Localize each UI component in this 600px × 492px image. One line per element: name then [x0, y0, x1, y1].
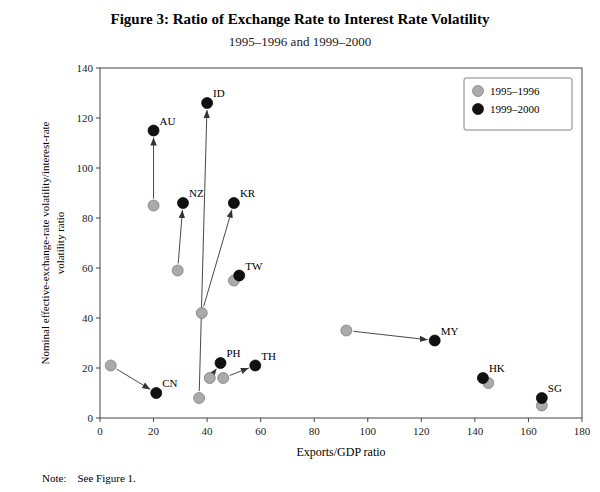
note: Note: See Figure 1. — [42, 472, 136, 484]
x-tick — [582, 418, 583, 422]
legend-box — [464, 78, 572, 130]
plot-frame — [100, 68, 582, 418]
y-tick-label: 40 — [82, 312, 94, 324]
y-axis-label-line: volatility ratio — [54, 211, 66, 274]
point — [178, 198, 189, 209]
x-tick-label: 140 — [467, 425, 484, 437]
point-label: TH — [261, 350, 276, 362]
x-tick-label: 60 — [255, 425, 267, 437]
y-tick-label: 120 — [77, 112, 94, 124]
y-tick-label: 60 — [82, 262, 94, 274]
point — [536, 393, 547, 404]
point — [202, 98, 213, 109]
y-tick — [96, 318, 100, 319]
x-tick-label: 180 — [574, 425, 591, 437]
point-label: MY — [441, 325, 459, 337]
title: Figure 3: Ratio of Exchange Rate to Inte… — [111, 11, 490, 27]
point — [429, 335, 440, 346]
point-label: PH — [227, 347, 241, 359]
x-tick — [153, 418, 154, 422]
point-label: HK — [489, 362, 505, 374]
legend-swatch — [473, 86, 484, 97]
point — [148, 125, 159, 136]
y-tick — [96, 168, 100, 169]
point-label: SG — [548, 382, 562, 394]
y-tick-label: 140 — [77, 62, 94, 74]
x-tick — [474, 418, 475, 422]
point — [341, 325, 352, 336]
point — [234, 270, 245, 281]
y-axis-label-line: Nominal effective-exchange-rate volatili… — [39, 121, 51, 364]
x-tick — [260, 418, 261, 422]
point — [172, 265, 183, 276]
x-tick-label: 120 — [413, 425, 430, 437]
x-tick — [528, 418, 529, 422]
subtitle: 1995–1996 and 1999–2000 — [229, 34, 371, 49]
x-tick-label: 100 — [360, 425, 377, 437]
point — [105, 360, 116, 371]
point — [194, 393, 205, 404]
x-tick — [207, 418, 208, 422]
x-tick — [367, 418, 368, 422]
point — [148, 200, 159, 211]
y-tick — [96, 368, 100, 369]
point — [250, 360, 261, 371]
change-arrow — [204, 210, 232, 307]
point-label: TW — [245, 260, 263, 272]
y-tick — [96, 268, 100, 269]
point-label: AU — [160, 115, 176, 127]
y-tick — [96, 68, 100, 69]
point — [215, 358, 226, 369]
x-tick-label: 160 — [520, 425, 537, 437]
legend-label: 1999–2000 — [490, 103, 540, 115]
point — [196, 308, 207, 319]
y-tick-label: 0 — [88, 412, 94, 424]
point-label: KR — [240, 187, 256, 199]
point-label: NZ — [189, 187, 204, 199]
legend: 1995–1996 1999–2000 — [464, 78, 572, 130]
change-arrow — [178, 210, 182, 264]
legend-label: 1995–1996 — [490, 85, 540, 97]
change-arrow — [153, 138, 154, 199]
point — [151, 388, 162, 399]
change-arrow — [353, 331, 427, 339]
y-tick — [96, 418, 100, 419]
y-tick-label: 100 — [77, 162, 94, 174]
x-tick — [100, 418, 101, 422]
x-tick — [314, 418, 315, 422]
x-tick-label: 0 — [97, 425, 103, 437]
x-tick-label: 20 — [148, 425, 160, 437]
y-tick — [96, 118, 100, 119]
point-label: ID — [213, 87, 225, 99]
change-arrow — [199, 110, 207, 391]
change-arrow — [230, 368, 249, 375]
y-tick — [96, 218, 100, 219]
x-tick-label: 40 — [202, 425, 214, 437]
y-tick-label: 20 — [82, 362, 94, 374]
point — [218, 373, 229, 384]
plot-marks — [105, 98, 547, 412]
y-axis-label: Nominal effective-exchange-rate volatili… — [39, 121, 66, 364]
y-tick-label: 80 — [82, 212, 94, 224]
x-tick — [421, 418, 422, 422]
chart: Figure 3: Ratio of Exchange Rate to Inte… — [0, 0, 600, 492]
change-arrow — [117, 369, 151, 389]
point — [228, 198, 239, 209]
x-axis-label: Exports/GDP ratio — [296, 445, 385, 459]
point — [477, 373, 488, 384]
x-tick-label: 80 — [309, 425, 321, 437]
point-label: CN — [162, 377, 177, 389]
point — [204, 373, 215, 384]
legend-swatch — [473, 104, 484, 115]
change-arrow — [214, 369, 217, 373]
